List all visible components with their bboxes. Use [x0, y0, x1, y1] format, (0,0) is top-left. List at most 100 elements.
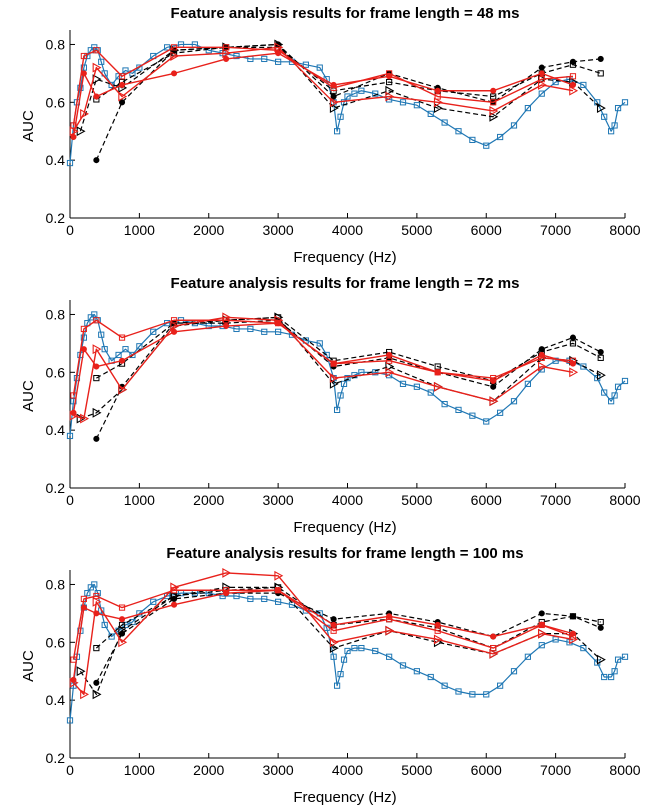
chart-panel-100ms: Feature analysis results for frame lengt…: [0, 540, 667, 810]
data-point: [372, 369, 379, 376]
data-point: [344, 647, 351, 655]
data-point: [455, 406, 462, 414]
data-point: [385, 625, 395, 636]
data-point: [333, 682, 341, 689]
data-point: [538, 621, 545, 629]
data-point: [222, 44, 230, 51]
data-point: [441, 682, 448, 689]
y-tick-label: 0.2: [46, 750, 66, 766]
data-point: [608, 398, 615, 405]
x-tick-label: 8000: [609, 492, 640, 508]
data-point: [490, 633, 497, 640]
data-point: [118, 616, 126, 623]
data-point: [597, 70, 604, 77]
x-tick-label: 4000: [332, 492, 363, 508]
data-point: [490, 374, 497, 382]
y-axis-label: AUC: [20, 650, 37, 682]
data-point: [275, 587, 282, 594]
data-point: [222, 48, 232, 59]
data-point: [611, 122, 618, 129]
data-point: [490, 93, 497, 100]
data-point: [93, 363, 100, 370]
data-point: [489, 111, 499, 122]
x-tick-label: 4000: [332, 762, 363, 778]
data-point: [433, 97, 443, 108]
series-line: [73, 316, 574, 420]
data-point: [621, 653, 629, 660]
x-axis-label: Frequency (Hz): [293, 789, 396, 806]
data-point: [608, 673, 615, 681]
series-line: [72, 46, 574, 126]
data-point: [427, 110, 434, 117]
data-point: [274, 570, 284, 581]
x-tick-label: 5000: [401, 222, 432, 238]
data-point: [524, 653, 531, 660]
series-line: [72, 52, 574, 138]
y-tick-label: 0.8: [46, 576, 66, 592]
data-point: [489, 106, 499, 116]
data-point: [552, 78, 559, 86]
data-point: [469, 136, 476, 144]
x-tick-label: 6000: [471, 222, 502, 238]
data-point: [596, 103, 606, 114]
data-point: [413, 102, 420, 109]
x-tick-label: 1000: [124, 492, 155, 508]
data-point: [337, 113, 344, 120]
data-point: [597, 618, 604, 626]
data-point: [118, 604, 126, 611]
data-point: [92, 344, 102, 355]
data-point: [70, 122, 77, 129]
series-red-solid-square: [70, 317, 577, 399]
data-point: [358, 644, 365, 652]
data-point: [93, 644, 100, 652]
data-point: [490, 383, 497, 390]
data-point: [497, 682, 504, 689]
data-point: [399, 380, 407, 387]
data-point: [222, 587, 230, 594]
series-line: [95, 592, 601, 684]
data-point: [93, 317, 100, 324]
data-point: [171, 328, 178, 335]
data-point: [510, 122, 518, 129]
data-point: [497, 133, 504, 141]
data-point: [164, 44, 171, 51]
data-point: [569, 613, 577, 620]
series-line: [95, 43, 601, 161]
data-point: [399, 662, 407, 669]
data-point: [80, 334, 87, 341]
data-point: [76, 666, 86, 677]
x-tick-label: 5000: [401, 762, 432, 778]
data-point: [261, 328, 268, 335]
data-point: [98, 58, 105, 65]
data-point: [434, 93, 441, 100]
data-point: [164, 592, 171, 600]
data-point: [118, 99, 126, 106]
data-point: [611, 392, 618, 399]
data-point: [223, 322, 230, 330]
data-point: [101, 346, 108, 353]
data-point: [580, 644, 587, 652]
data-point: [118, 625, 128, 636]
y-tick-label: 0.2: [46, 480, 66, 496]
x-tick-label: 0: [66, 492, 74, 508]
data-point: [597, 624, 604, 631]
y-axis-label: AUC: [20, 380, 37, 412]
data-point: [92, 596, 102, 607]
series-line: [96, 316, 601, 382]
data-point: [413, 668, 420, 675]
x-tick-label: 6000: [471, 762, 502, 778]
data-point: [80, 595, 87, 603]
data-point: [93, 157, 100, 164]
data-point: [490, 644, 497, 652]
series-red-solid-triangle: [69, 42, 579, 137]
y-tick-label: 0.6: [46, 634, 66, 650]
series-red-solid-star: [70, 587, 577, 683]
data-point: [316, 340, 323, 347]
data-point: [372, 90, 379, 97]
data-point: [275, 58, 282, 65]
series-line: [69, 43, 626, 164]
data-point: [569, 367, 579, 378]
y-tick-label: 0.2: [46, 210, 66, 226]
data-point: [351, 644, 358, 652]
